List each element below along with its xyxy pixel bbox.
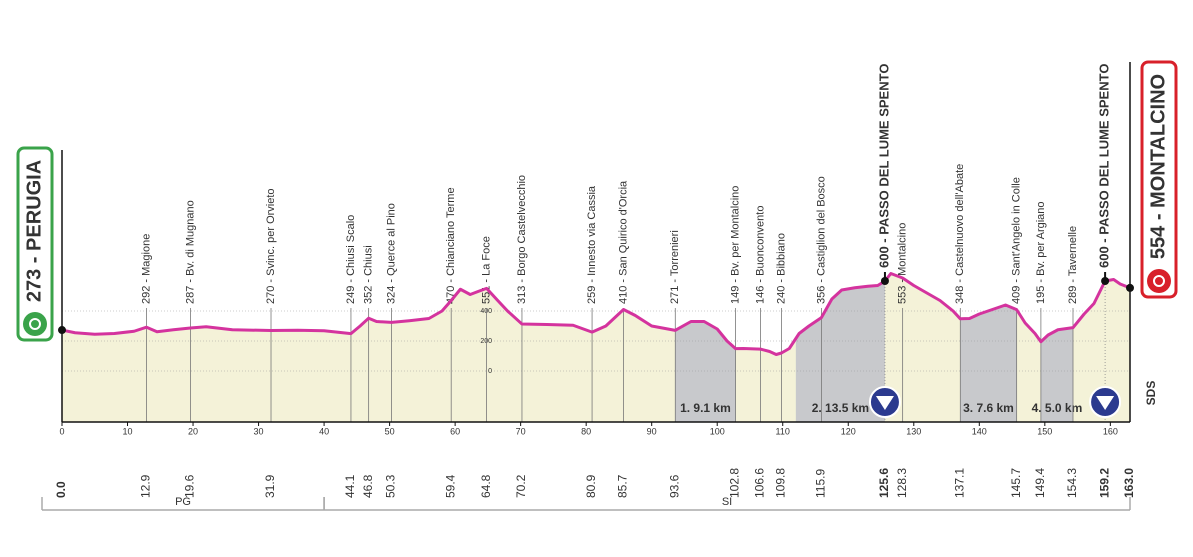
sector-label: 1. 9.1 km [680, 401, 731, 415]
waypoint-label: 324 - Querce al Pino [385, 203, 397, 304]
waypoint-label: 259 - Innesto via Cassia [586, 185, 598, 304]
waypoint-label: 249 - Chiusi Scalo [345, 215, 357, 304]
profile-line [61, 272, 1131, 356]
km-label: 93.6 [667, 474, 681, 498]
km-label: 145.7 [1009, 468, 1023, 498]
waypoint-label: 287 - Bv. di Mugnano [184, 200, 196, 304]
km-label: 154.3 [1065, 468, 1079, 498]
x-tick-label: 40 [319, 426, 329, 436]
km-label: 46.8 [361, 474, 375, 498]
km-label: 137.1 [952, 468, 966, 498]
sector-label: 4. 5.0 km [1032, 401, 1083, 415]
region-label: PG [175, 496, 191, 508]
x-tick-label: 140 [972, 426, 987, 436]
km-label: 64.8 [479, 474, 493, 498]
finish-box [1140, 60, 1178, 299]
finish-label: 554 - MONTALCINO [1147, 74, 1169, 259]
waypoint-label: 289 - Tavernelle [1067, 226, 1079, 304]
x-tick-label: 120 [841, 426, 856, 436]
km-label: 50.3 [384, 474, 398, 498]
waypoint-label: 470 - Chianciano Terme [445, 187, 457, 304]
start-km: 0.0 [54, 481, 68, 498]
climb-dot [880, 277, 889, 285]
x-tick-label: 130 [906, 426, 921, 436]
logo: SDS [1144, 381, 1158, 406]
x-tick-label: 30 [254, 426, 264, 436]
kom-icon [875, 396, 894, 410]
x-tick-label: 80 [581, 426, 591, 436]
x-tick-label: 0 [59, 426, 64, 436]
x-tick-label: 90 [647, 426, 657, 436]
km-label: 102.8 [728, 468, 742, 498]
start-icon [23, 312, 47, 336]
start-dot [58, 326, 66, 335]
waypoint-label: 348 - Castelnuovo dell'Abate [954, 164, 966, 304]
region-label: SI [722, 496, 732, 508]
climb-label: 600 - PASSO DEL LUME SPENTO [1097, 64, 1112, 268]
waypoint-label: 553 - Montalcino [897, 223, 909, 304]
waypoint-label: 240 - Bibbiano [775, 233, 787, 304]
x-tick-label: 160 [1103, 426, 1118, 436]
waypoint-label: 271 - Torrenieri [669, 230, 681, 304]
waypoint-label: 292 - Magione [140, 234, 152, 304]
km-label: 159.2 [1097, 468, 1111, 498]
km-label: 31.9 [263, 474, 277, 498]
x-tick-label: 50 [385, 426, 395, 436]
x-tick-label: 20 [188, 426, 198, 436]
km-label: 125.6 [877, 468, 891, 498]
finish-icon [1147, 269, 1171, 293]
finish-icon-inner [1153, 275, 1165, 287]
sector-area [675, 321, 736, 422]
waypoint-label: 410 - San Quirico d'Orcia [617, 180, 629, 304]
start-box [16, 146, 54, 342]
km-label: 80.9 [584, 474, 598, 498]
x-tick-label: 10 [123, 426, 133, 436]
start-icon-inner [29, 318, 41, 330]
km-label: 44.1 [343, 474, 357, 498]
km-label: 106.6 [753, 468, 767, 498]
waypoint-label: 551 - La Foce [480, 236, 492, 304]
km-label: 149.4 [1033, 468, 1047, 498]
x-tick-label: 70 [516, 426, 526, 436]
waypoint-label: 195 - Bv. per Argiano [1035, 201, 1047, 304]
x-tick-label: 60 [450, 426, 460, 436]
km-label: 109.8 [774, 468, 788, 498]
waypoint-label: 352 - Chiusi [363, 245, 375, 304]
km-label: 12.9 [139, 474, 153, 498]
kom-icon [1096, 396, 1115, 410]
climb-label: 600 - PASSO DEL LUME SPENTO [876, 64, 891, 268]
x-tick-label: 150 [1037, 426, 1052, 436]
km-label: 128.3 [895, 468, 909, 498]
y-tick-label: 0 [488, 368, 492, 375]
sector-label: 3. 7.6 km [963, 401, 1014, 415]
finish-km: 163.0 [1122, 468, 1136, 498]
x-tick-label: 110 [776, 426, 790, 436]
waypoint-label: 270 - Svinc. per Orvieto [265, 188, 277, 304]
sector-area [1040, 327, 1073, 422]
climb-dot [1101, 277, 1110, 285]
sector-area [795, 281, 885, 422]
waypoint-label: 356 - Castiglion del Bosco [815, 176, 827, 304]
sector-label: 2. 13.5 km [812, 401, 869, 415]
km-label: 85.7 [616, 474, 630, 498]
km-label: 59.4 [443, 474, 457, 498]
x-tick-label: 100 [710, 426, 725, 436]
km-label: 115.9 [814, 469, 828, 498]
sector-area [960, 305, 1017, 422]
waypoint-label: 313 - Borgo Castelvecchio [516, 175, 528, 304]
waypoint-label: 146 - Buonconvento [754, 206, 766, 304]
km-label: 19.6 [183, 474, 197, 498]
km-label: 70.2 [514, 474, 528, 498]
finish-dot [1126, 283, 1134, 292]
waypoint-label: 149 - Bv. per Montalcino [729, 186, 741, 304]
waypoint-label: 409 - Sant'Angelo in Colle [1011, 177, 1023, 304]
start-label: 273 - PERUGIA [23, 160, 45, 302]
